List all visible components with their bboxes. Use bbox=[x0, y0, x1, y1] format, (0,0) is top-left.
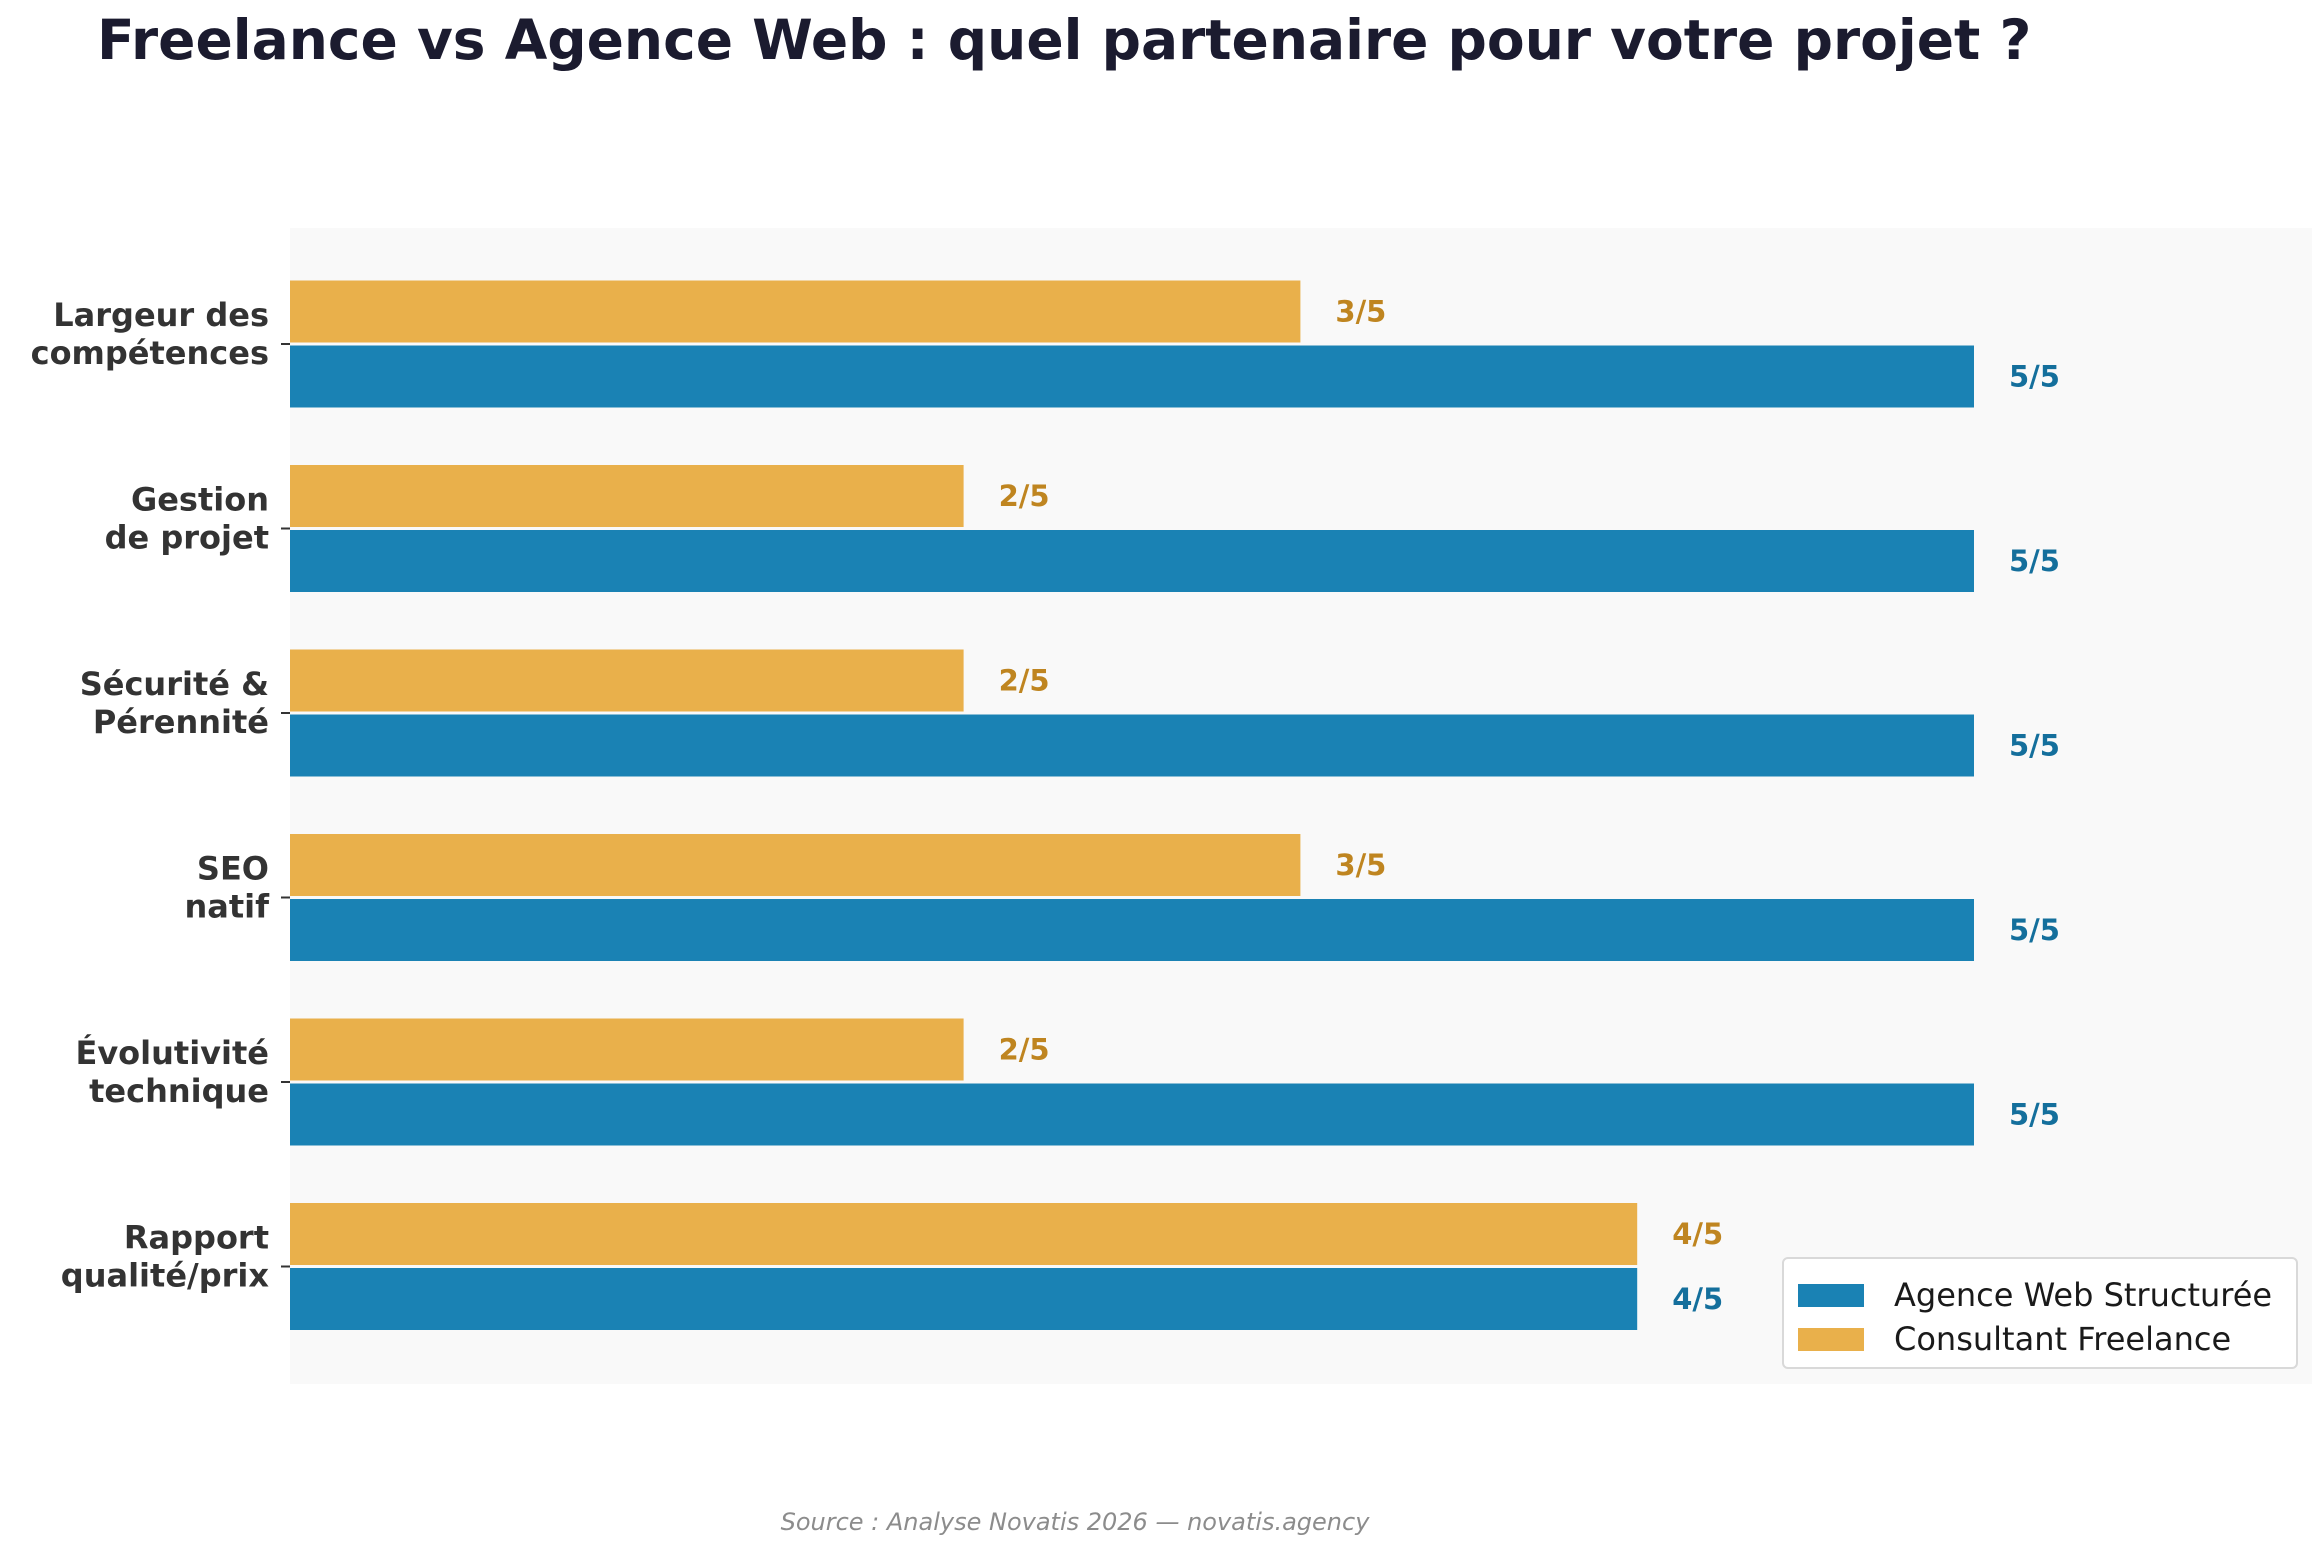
source-note: Source : Analyse Novatis 2026 — novatis.… bbox=[780, 1508, 1370, 1536]
bar-agence-1 bbox=[290, 530, 1974, 592]
y-tick-label-1-0: Gestion bbox=[131, 481, 269, 519]
bar-freelance-3 bbox=[290, 834, 1301, 896]
legend-swatch-agence bbox=[1798, 1283, 1864, 1307]
y-tick-label-4-0: Évolutivité bbox=[75, 1034, 269, 1072]
legend-item-freelance: Consultant Freelance bbox=[1798, 1317, 2296, 1361]
value-label-agence-3: 5/5 bbox=[2009, 913, 2060, 947]
value-label-freelance-1: 2/5 bbox=[999, 479, 1050, 513]
bar-freelance-4 bbox=[290, 1018, 964, 1081]
legend-swatch-freelance bbox=[1798, 1327, 1864, 1351]
legend-item-agence: Agence Web Structurée bbox=[1798, 1273, 2296, 1317]
bar-agence-2 bbox=[290, 714, 1974, 777]
y-tick-label-4-1: technique bbox=[89, 1072, 269, 1110]
value-label-freelance-2: 2/5 bbox=[999, 664, 1050, 698]
y-tick-label-3-1: natif bbox=[184, 888, 270, 926]
bars-layer bbox=[290, 280, 1974, 1330]
y-tick-label-5-1: qualité/prix bbox=[61, 1257, 270, 1295]
value-label-freelance-3: 3/5 bbox=[1335, 848, 1386, 882]
legend-label-freelance: Consultant Freelance bbox=[1894, 1320, 2232, 1358]
bar-freelance-5 bbox=[290, 1203, 1638, 1265]
y-tick-label-2-1: Pérennité bbox=[93, 703, 269, 741]
value-label-agence-4: 5/5 bbox=[2009, 1098, 2060, 1132]
y-tick-label-0-1: compétences bbox=[31, 334, 269, 372]
y-tick-label-5-0: Rapport bbox=[124, 1219, 269, 1257]
value-label-freelance-4: 2/5 bbox=[999, 1033, 1050, 1067]
value-label-agence-1: 5/5 bbox=[2009, 544, 2060, 578]
value-label-freelance-0: 3/5 bbox=[1335, 295, 1386, 329]
bar-agence-4 bbox=[290, 1083, 1974, 1146]
y-tick-label-0-0: Largeur des bbox=[53, 296, 269, 334]
plot-area bbox=[290, 228, 2312, 1384]
value-label-agence-2: 5/5 bbox=[2009, 729, 2060, 763]
value-label-agence-5: 4/5 bbox=[1672, 1282, 1723, 1316]
y-tick-label-1-1: de projet bbox=[105, 519, 269, 557]
legend: Agence Web Structurée Consultant Freelan… bbox=[1782, 1257, 2298, 1369]
bar-agence-3 bbox=[290, 899, 1974, 961]
value-label-freelance-5: 4/5 bbox=[1672, 1217, 1723, 1251]
y-tick-label-3-0: SEO bbox=[197, 850, 269, 888]
chart-title: Freelance vs Agence Web : quel partenair… bbox=[97, 8, 2032, 72]
bar-freelance-2 bbox=[290, 649, 964, 712]
bar-agence-5 bbox=[290, 1268, 1638, 1330]
bar-freelance-1 bbox=[290, 465, 964, 527]
y-tick-label-2-0: Sécurité & bbox=[80, 665, 269, 703]
bar-agence-0 bbox=[290, 345, 1974, 408]
bar-freelance-0 bbox=[290, 280, 1301, 343]
value-label-agence-0: 5/5 bbox=[2009, 360, 2060, 394]
legend-label-agence: Agence Web Structurée bbox=[1894, 1276, 2273, 1314]
